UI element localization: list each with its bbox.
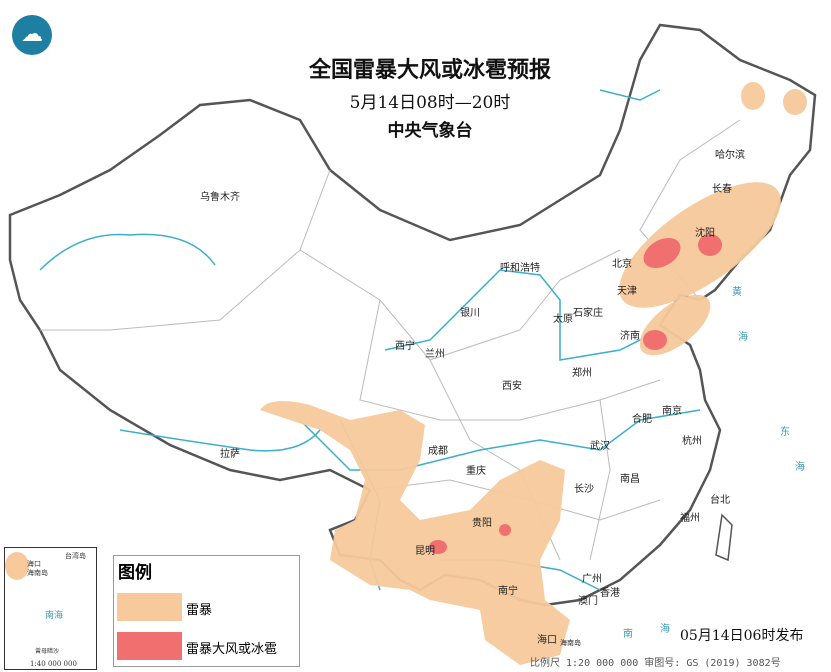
city-label: 台北 xyxy=(710,493,730,506)
cma-logo-icon: ☁ xyxy=(12,15,52,55)
svg-text:台湾岛: 台湾岛 xyxy=(65,551,86,560)
city-label: 长沙 xyxy=(574,483,594,495)
city-label: 南昌 xyxy=(620,472,640,485)
city-label: 海口 xyxy=(537,633,557,646)
svg-text:海: 海 xyxy=(660,622,670,635)
svg-text:南海: 南海 xyxy=(45,609,63,621)
south-china-sea-inset: 台湾岛 海口 海南岛 南海 曾母暗沙 1:40 000 000 xyxy=(4,547,97,670)
city-label: 北京 xyxy=(612,257,632,270)
city-label: 沈阳 xyxy=(695,226,715,239)
svg-text:海: 海 xyxy=(738,330,748,343)
city-label: 西宁 xyxy=(395,339,415,352)
city-label: 长春 xyxy=(712,183,732,195)
city-label: 石家庄 xyxy=(573,306,603,319)
legend-title: 图例 xyxy=(118,563,152,583)
svg-text:东: 东 xyxy=(780,425,790,438)
svg-text:海南岛: 海南岛 xyxy=(27,568,48,577)
city-label: 武汉 xyxy=(590,439,610,452)
city-label: 兰州 xyxy=(425,347,445,360)
map-title: 全国雷暴大风或冰雹预报 xyxy=(308,58,551,83)
city-label: 福州 xyxy=(680,511,700,524)
city-label: 广州 xyxy=(582,573,602,585)
city-label: 拉萨 xyxy=(220,447,240,460)
city-label: 银川 xyxy=(460,306,480,319)
city-label: 澳门 xyxy=(578,594,598,607)
city-label: 合肥 xyxy=(632,412,652,425)
severe-areas xyxy=(429,234,722,554)
city-label: 哈尔滨 xyxy=(715,148,745,161)
city-label: 太原 xyxy=(553,312,573,325)
city-label: 郑州 xyxy=(572,366,592,379)
sea-labels: 黄 海 东 海 南 海 xyxy=(623,285,805,640)
forecast-period: 5月14日08时—20时 xyxy=(349,93,511,113)
legend-swatch-thunderstorm xyxy=(117,593,182,621)
city-label: 呼和浩特 xyxy=(500,262,540,274)
city-label: 重庆 xyxy=(466,464,486,477)
china-outline xyxy=(8,23,817,607)
city-label: 南京 xyxy=(662,404,682,417)
city-label: 南宁 xyxy=(498,584,518,597)
city-label: 杭州 xyxy=(682,434,702,447)
legend-label: 雷暴大风或冰雹 xyxy=(186,642,278,657)
city-label: 香港 xyxy=(600,587,620,599)
legend: 图例 雷暴 雷暴大风或冰雹 xyxy=(113,555,300,667)
scale-text: 比例尺 1:20 000 000 审图号: GS (2019) 3082号 xyxy=(530,658,781,669)
city-label: 西安 xyxy=(502,379,522,392)
city-label: 贵阳 xyxy=(472,516,492,529)
svg-text:黄: 黄 xyxy=(732,285,742,298)
city-label: 海南岛 xyxy=(560,638,581,647)
legend-label: 雷暴 xyxy=(186,603,213,618)
issue-time: 05月14日06时发布 xyxy=(680,628,804,644)
city-labels: 乌鲁木齐 哈尔滨 长春 沈阳 北京 天津 呼和浩特 石家庄 太原 济南 银川 西… xyxy=(200,148,745,647)
city-label: 天津 xyxy=(617,285,637,297)
svg-text:海口: 海口 xyxy=(27,559,41,568)
inset-scale: 1:40 000 000 xyxy=(30,660,77,668)
svg-text:海: 海 xyxy=(795,460,805,473)
city-label: 济南 xyxy=(620,329,640,342)
taiwan-island xyxy=(715,513,733,562)
city-label: 乌鲁木齐 xyxy=(200,190,240,203)
svg-text:曾母暗沙: 曾母暗沙 xyxy=(35,647,59,655)
city-label: 成都 xyxy=(428,445,448,457)
svg-text:南: 南 xyxy=(623,627,633,640)
agency-name: 中央气象台 xyxy=(387,121,473,141)
legend-swatch-severe xyxy=(117,632,182,660)
city-label: 昆明 xyxy=(415,545,435,557)
